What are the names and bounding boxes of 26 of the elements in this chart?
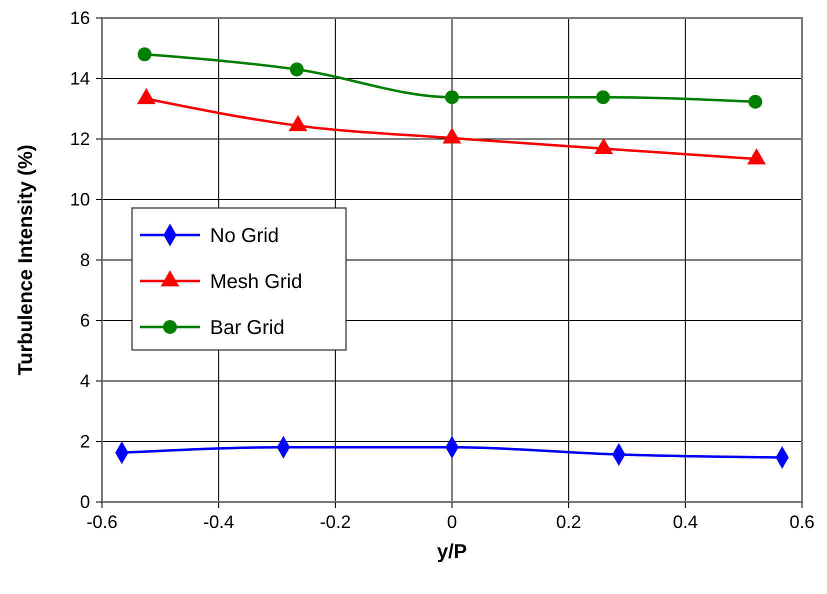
x-tick-label: -0.6 (86, 512, 118, 532)
y-tick-label: 0 (80, 492, 90, 512)
x-tick-label: 0 (446, 512, 458, 532)
y-tick-label: 10 (70, 190, 90, 210)
legend-label: Mesh Grid (210, 271, 302, 293)
x-axis-title: y/P (436, 541, 468, 563)
point (138, 47, 152, 62)
y-tick-label: 14 (70, 68, 90, 88)
point (445, 90, 459, 104)
x-tick-label: 0.2 (556, 512, 582, 532)
point (748, 94, 762, 109)
x-tick-label: -0.4 (203, 512, 234, 532)
x-tick-label: 0.4 (672, 512, 698, 532)
point (290, 62, 304, 76)
y-tick-label: 6 (80, 310, 90, 330)
legend-label: Bar Grid (210, 317, 284, 339)
y-tick-label: 4 (80, 371, 90, 391)
y-tick-label: 12 (70, 129, 90, 149)
legend-label: No Grid (210, 225, 279, 247)
point (596, 90, 610, 104)
y-tick-label: 16 (70, 8, 90, 28)
y-tick-label: 2 (80, 432, 90, 452)
y-axis-title: Turbulence Intensity (%) (15, 144, 37, 376)
x-tick-label: 0.6 (789, 512, 815, 532)
y-tick-label: 8 (80, 250, 90, 270)
x-tick-label: -0.2 (320, 512, 351, 532)
